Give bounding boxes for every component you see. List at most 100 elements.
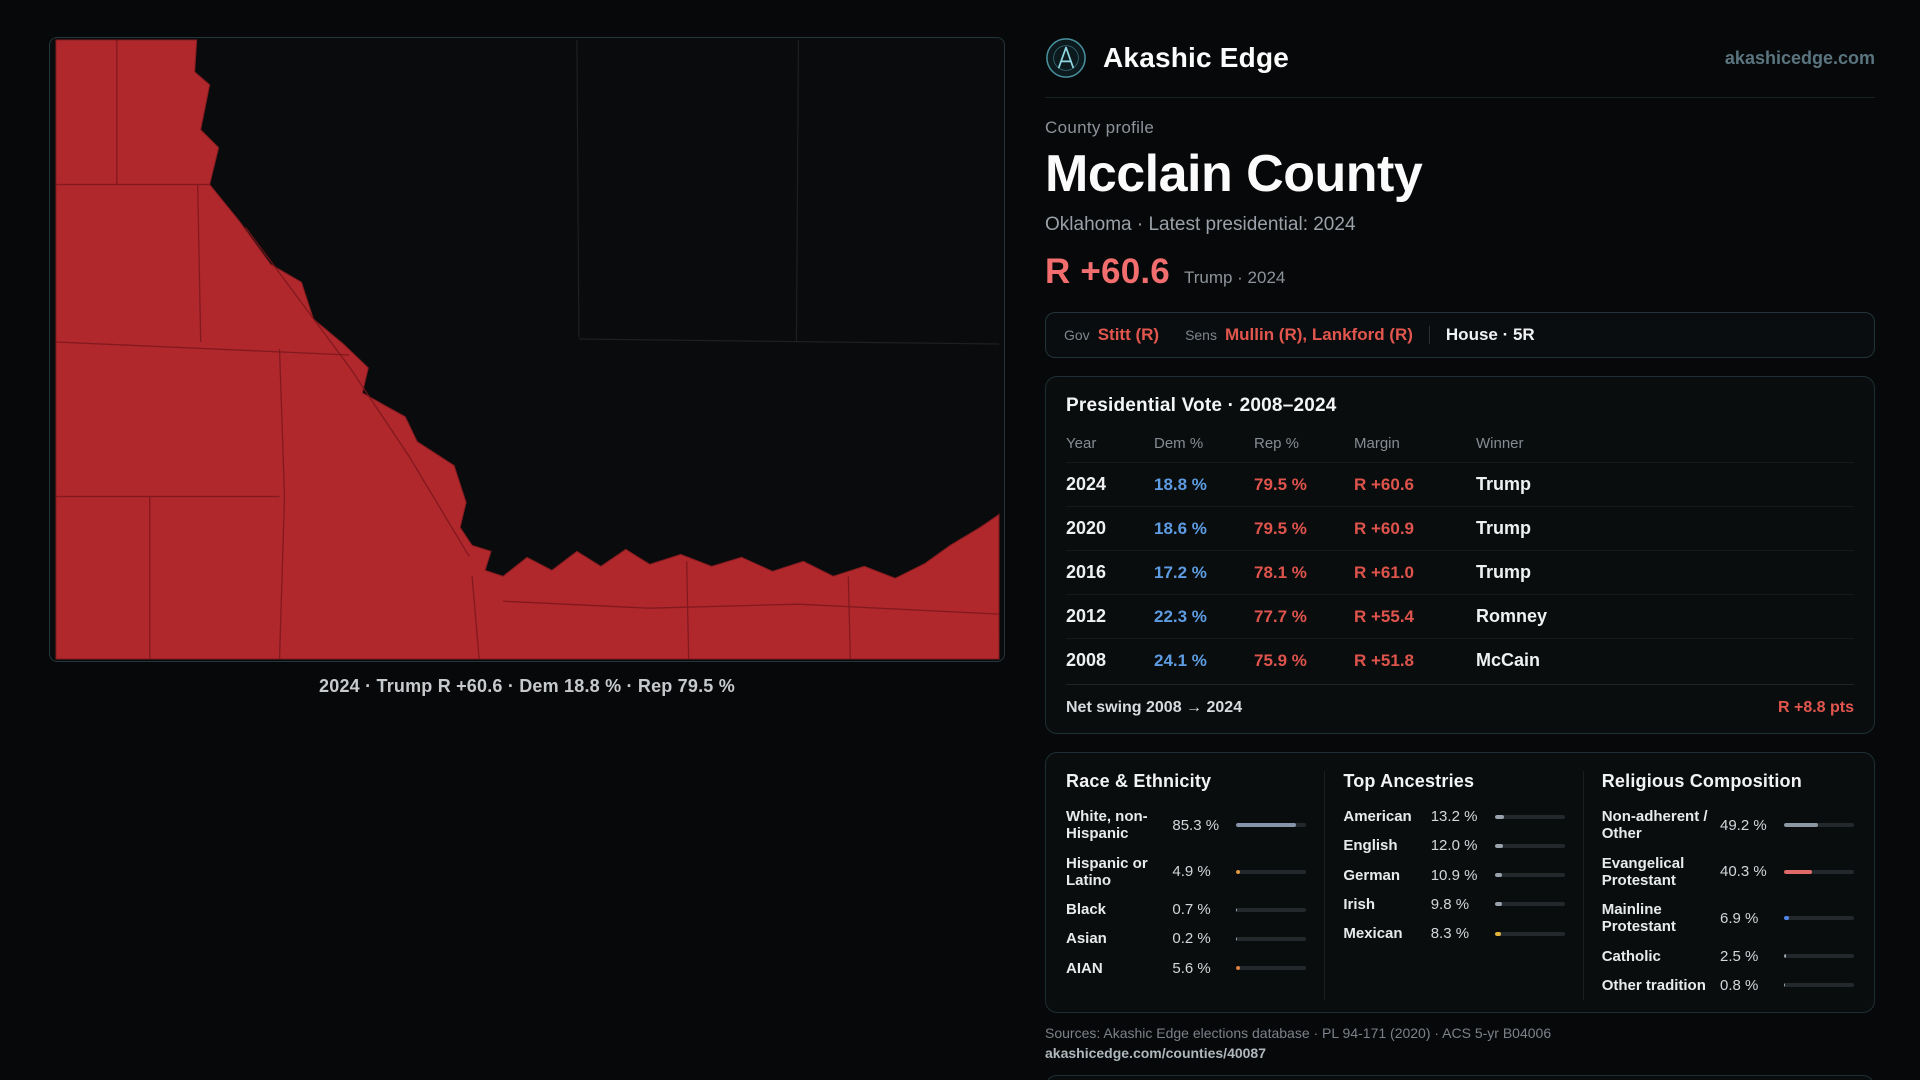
col-year: Year: [1066, 435, 1097, 452]
demo-row: German 10.9 %: [1343, 861, 1565, 890]
net-swing-value: R +8.8 pts: [1777, 699, 1854, 716]
demo-bar: [1784, 983, 1854, 988]
cell-dem: 18.6 %: [1154, 518, 1207, 538]
cell-margin: R +51.8: [1354, 650, 1415, 670]
demo-label: English: [1343, 837, 1398, 855]
demo-value: 8.3 %: [1430, 925, 1470, 943]
demo-bar: [1494, 843, 1565, 848]
demo-row: Other tradition 0.8 %: [1602, 971, 1854, 1000]
demo-value: 13.2 %: [1430, 808, 1478, 826]
demo-value: 9.8 %: [1430, 895, 1470, 913]
demographics-card: Race & Ethnicity White, non-Hispanic 85.…: [1045, 752, 1875, 1013]
demo-bar: [1784, 823, 1854, 828]
sens-label: Sens: [1185, 327, 1217, 343]
religion-column: Religious Composition Non-adherent / Oth…: [1582, 771, 1854, 1000]
cell-rep: 75.9 %: [1254, 650, 1307, 670]
sens-value: Mullin (R), Lankford (R): [1224, 325, 1413, 344]
demo-label: White, non-Hispanic: [1066, 808, 1148, 843]
county-map-svg: [55, 39, 1000, 660]
cell-year: 2016: [1066, 562, 1107, 582]
demo-label: American: [1343, 808, 1412, 825]
table-row: 2020 18.6 % 79.5 % R +60.9 Trump: [1066, 506, 1854, 550]
cell-winner: Trump: [1476, 518, 1532, 538]
net-swing-label: Net swing 2008 → 2024: [1066, 699, 1243, 716]
demo-label: Evangelical Protestant: [1601, 854, 1685, 889]
demo-row: English 12.0 %: [1343, 831, 1565, 860]
demo-value: 0.7 %: [1172, 901, 1211, 919]
map-caption: 2024 · Trump R +60.6 · Dem 18.8 % · Rep …: [319, 676, 735, 696]
demo-label: Mexican: [1343, 925, 1403, 942]
col-rep: Rep %: [1254, 435, 1300, 452]
house-value: House · 5R: [1445, 325, 1535, 344]
cell-dem: 17.2 %: [1154, 562, 1207, 582]
demo-label: Black: [1066, 901, 1107, 918]
religion-title: Religious Composition: [1601, 771, 1802, 791]
demo-label: Mainline Protestant: [1601, 901, 1676, 936]
cell-year: 2012: [1066, 606, 1107, 626]
cell-rep: 78.1 %: [1254, 562, 1307, 582]
cell-margin: R +55.4: [1354, 606, 1415, 626]
demo-row: Mexican 8.3 %: [1343, 919, 1565, 948]
sources-line: Sources: Akashic Edge elections database…: [1045, 1025, 1552, 1041]
demo-label: Hispanic or Latino: [1066, 854, 1148, 889]
cell-winner: Trump: [1476, 474, 1532, 494]
cell-margin: R +60.9: [1354, 518, 1415, 538]
ancestries-title: Top Ancestries: [1343, 771, 1475, 791]
margin-note: Trump · 2024: [1183, 268, 1286, 287]
county-shape[interactable]: [55, 39, 1000, 660]
gov-label: Gov: [1064, 327, 1090, 343]
table-row: 2024 18.8 % 79.5 % R +60.6 Trump: [1066, 462, 1854, 506]
economics-language-card: Economics & Language: [1045, 1075, 1875, 1080]
demo-value: 85.3 %: [1172, 816, 1220, 834]
demo-value: 10.9 %: [1430, 866, 1478, 884]
demo-row: Irish 9.8 %: [1343, 890, 1565, 919]
demo-bar: [1236, 907, 1307, 912]
demo-bar: [1784, 869, 1854, 874]
col-dem: Dem %: [1154, 435, 1204, 452]
demo-value: 12.0 %: [1430, 837, 1478, 855]
demo-bar: [1494, 902, 1565, 907]
demo-row: White, non-Hispanic 85.3 %: [1066, 802, 1307, 849]
brand-domain-link[interactable]: akashicedge.com: [1724, 47, 1875, 68]
cell-rep: 77.7 %: [1254, 606, 1307, 626]
cell-winner: McCain: [1476, 650, 1541, 670]
county-map[interactable]: [49, 37, 1005, 662]
ancestries-column: Top Ancestries American 13.2 % English 1…: [1324, 771, 1582, 1000]
demo-label: Other tradition: [1601, 976, 1706, 994]
brand-name: Akashic Edge: [1103, 42, 1290, 73]
demo-row: Non-adherent / Other 49.2 %: [1602, 802, 1854, 849]
presidential-vote-card: Presidential Vote · 2008–2024 Year Dem %…: [1045, 376, 1875, 734]
table-header-row: Year Dem % Rep % Margin Winner: [1066, 429, 1854, 462]
demo-bar: [1236, 869, 1307, 874]
presidential-title: Presidential Vote · 2008–2024: [1066, 395, 1337, 416]
col-margin: Margin: [1354, 435, 1400, 452]
demo-bar: [1494, 931, 1565, 936]
demo-bar: [1494, 814, 1565, 819]
akashic-edge-logo-icon[interactable]: [1045, 37, 1087, 79]
demo-value: 49.2 %: [1720, 816, 1767, 834]
demo-label: German: [1343, 866, 1401, 884]
race-title: Race & Ethnicity: [1066, 771, 1212, 791]
demo-bar: [1784, 916, 1854, 921]
profile-panel: Akashic Edge akashicedge.com County prof…: [1045, 37, 1875, 1080]
cell-winner: Trump: [1476, 562, 1532, 582]
map-panel: 2024 · Trump R +60.6 · Dem 18.8 % · Rep …: [49, 37, 1005, 1080]
margin-headline-row: R +60.6 Trump · 2024: [1045, 252, 1875, 292]
cell-rep: 79.5 %: [1254, 474, 1307, 494]
neighbor-county-lines: [576, 39, 1000, 345]
county-subtitle: Oklahoma · Latest presidential: 2024: [1045, 214, 1356, 235]
demo-value: 6.9 %: [1720, 909, 1759, 927]
demo-row: Evangelical Protestant 40.3 %: [1602, 849, 1854, 896]
demo-value: 0.8 %: [1720, 976, 1759, 994]
demo-value: 5.6 %: [1172, 959, 1211, 977]
county-url-link[interactable]: akashicedge.com/counties/40087: [1045, 1045, 1266, 1061]
net-swing-row: Net swing 2008 → 2024 R +8.8 pts: [1066, 684, 1854, 733]
demo-value: 0.2 %: [1172, 930, 1211, 948]
margin-headline: R +60.6: [1045, 252, 1170, 291]
cell-year: 2008: [1066, 650, 1107, 670]
col-winner: Winner: [1476, 435, 1524, 452]
demo-row: Hispanic or Latino 4.9 %: [1066, 849, 1307, 896]
demo-bar: [1236, 936, 1307, 941]
demo-label: AIAN: [1066, 959, 1103, 977]
sources-block: Sources: Akashic Edge elections database…: [1045, 1025, 1875, 1061]
